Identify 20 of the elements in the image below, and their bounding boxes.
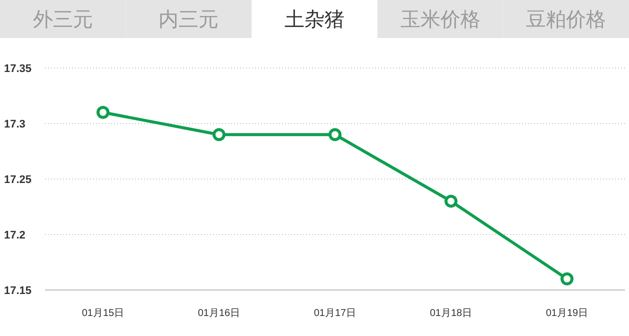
x-tick-label: 01月18日 <box>430 308 472 319</box>
y-tick-label: 17.15 <box>4 285 32 297</box>
x-tick-label: 01月17日 <box>314 308 356 319</box>
y-tick-label: 17.3 <box>4 118 26 130</box>
point <box>212 128 226 142</box>
point <box>328 128 342 142</box>
text: 内三元 <box>158 9 219 31</box>
y-tick-label: 17.25 <box>4 174 32 186</box>
y-tick-label: 17.2 <box>4 230 26 242</box>
y-tick-label: 17.35 <box>4 63 32 75</box>
point <box>444 194 458 208</box>
x-tick-label: 01月16日 <box>198 308 240 319</box>
point <box>560 272 574 286</box>
x-tick-label: 01月15日 <box>82 308 124 319</box>
point <box>96 106 110 119</box>
text: 豆粕价格 <box>526 9 606 31</box>
text: 玉米价格 <box>400 9 480 31</box>
x-tick-label: 01月19日 <box>546 308 588 319</box>
chart-title: 土杂猪 <box>284 9 344 31</box>
text: 外三元 <box>32 9 93 31</box>
